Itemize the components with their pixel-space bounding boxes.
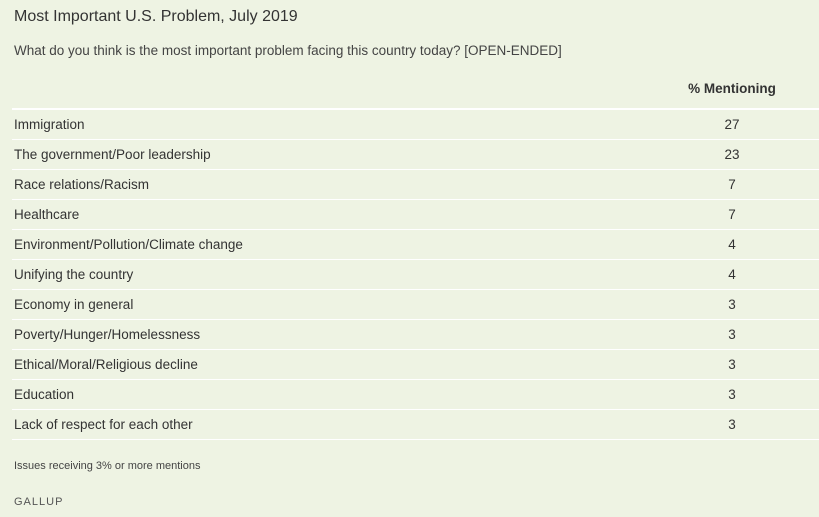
chart-subtitle: What do you think is the most important … xyxy=(14,43,562,58)
table-row: The government/Poor leadership 23 xyxy=(12,140,819,170)
row-value: 7 xyxy=(728,207,736,222)
column-header-percent-mentioning: % Mentioning xyxy=(688,81,776,96)
row-value: 7 xyxy=(728,177,736,192)
row-label: Lack of respect for each other xyxy=(14,417,193,432)
data-table: % Mentioning Immigration 27 The government… xyxy=(12,74,819,440)
table-row: Economy in general 3 xyxy=(12,290,819,320)
chart-title: Most Important U.S. Problem, July 2019 xyxy=(14,8,298,25)
row-label: Poverty/Hunger/Homelessness xyxy=(14,327,201,342)
row-label: The government/Poor leadership xyxy=(14,147,211,162)
table-body: Immigration 27 The government/Poor leaders… xyxy=(12,110,819,440)
row-label: Education xyxy=(14,387,75,402)
table-header-row: % Mentioning xyxy=(12,74,819,110)
row-value: 23 xyxy=(724,147,740,162)
table-row: Healthcare 7 xyxy=(12,200,819,230)
table-row: Ethical/Moral/Religious decline 3 xyxy=(12,350,819,380)
table-row: Poverty/Hunger/Homelessness 3 xyxy=(12,320,819,350)
row-value: 3 xyxy=(728,297,736,312)
row-value: 3 xyxy=(728,357,736,372)
row-label: Immigration xyxy=(14,117,85,132)
row-value: 27 xyxy=(724,117,740,132)
row-label: Ethical/Moral/Religious decline xyxy=(14,357,198,372)
table-row: Education 3 xyxy=(12,380,819,410)
footnote: Issues receiving 3% or more mentions xyxy=(14,460,201,472)
row-label: Race relations/Racism xyxy=(14,177,150,192)
row-value: 3 xyxy=(728,417,736,432)
row-label: Economy in general xyxy=(14,297,134,312)
row-value: 4 xyxy=(728,237,736,252)
row-value: 3 xyxy=(728,327,736,342)
table-row: Lack of respect for each other 3 xyxy=(12,410,819,440)
row-label: Healthcare xyxy=(14,207,80,222)
row-label: Environment/Pollution/Climate change xyxy=(14,237,243,252)
table-row: Immigration 27 xyxy=(12,110,819,140)
source-logo-text: GALLUP xyxy=(14,496,64,508)
table-row: Unifying the country 4 xyxy=(12,260,819,290)
row-label: Unifying the country xyxy=(14,267,134,282)
table-row: Environment/Pollution/Climate change 4 xyxy=(12,230,819,260)
row-value: 4 xyxy=(728,267,736,282)
row-value: 3 xyxy=(728,387,736,402)
table-row: Race relations/Racism 7 xyxy=(12,170,819,200)
